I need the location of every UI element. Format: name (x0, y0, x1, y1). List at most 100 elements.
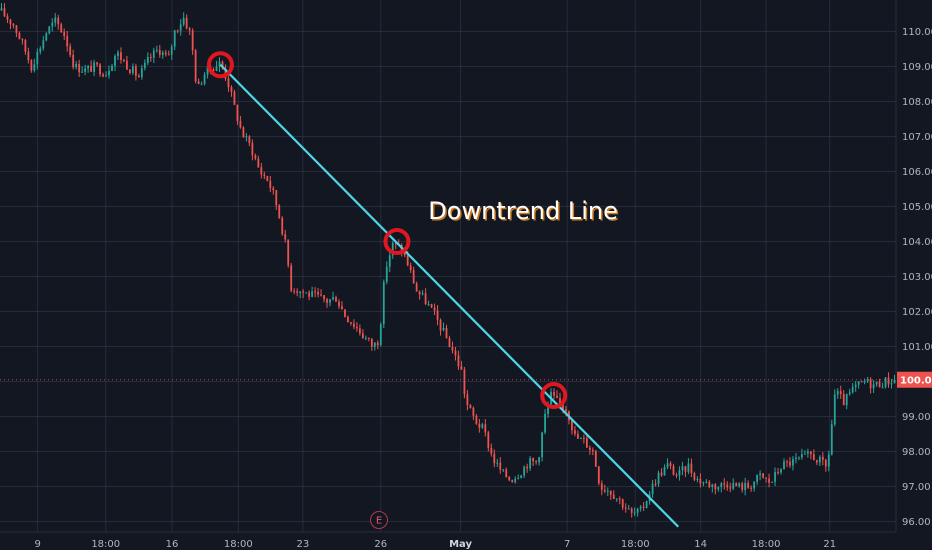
candle-body (367, 337, 370, 339)
candle-body (484, 424, 487, 433)
candle-body (708, 481, 711, 488)
candle-body (99, 64, 101, 75)
event-marker-icon[interactable] (370, 511, 389, 529)
candle-body (669, 463, 672, 467)
candle-body (547, 404, 549, 414)
candle-body (642, 506, 645, 508)
candle-body (84, 68, 87, 72)
candle-body (553, 392, 555, 396)
candle-body (580, 437, 582, 439)
candle-body (329, 299, 331, 303)
candle-body (421, 293, 424, 295)
y-tick-label: 103.00 (902, 272, 932, 283)
candle-body (236, 104, 239, 122)
candle-body (585, 438, 588, 448)
candle-body (624, 507, 627, 509)
candle-body (860, 381, 863, 383)
x-tick-label: 7 (564, 539, 570, 550)
x-tick-label: 9 (34, 539, 40, 550)
candle-body (33, 64, 36, 71)
y-tick-label: 96.00 (902, 517, 931, 528)
candle-body (302, 291, 305, 293)
candle-body (454, 350, 457, 356)
candle-body (538, 457, 540, 463)
candle-body (529, 458, 532, 469)
candle-body (272, 188, 275, 191)
candle-body (821, 456, 824, 460)
candle-body (588, 447, 591, 450)
event-marker-label: E (376, 516, 382, 527)
candle-body (839, 391, 842, 394)
candle-body (678, 470, 681, 476)
candle-body (774, 472, 776, 482)
candle-body (702, 482, 705, 484)
y-tick-label: 101.00 (902, 342, 932, 353)
last-price-label: 100.05 (900, 375, 932, 386)
candle-body (878, 381, 881, 388)
candle-body (257, 158, 260, 168)
candle-body (42, 40, 45, 49)
candle-body (594, 451, 597, 467)
candle-body (681, 466, 684, 471)
x-tick-label: 23 (296, 539, 309, 550)
candle-body (45, 33, 48, 41)
candle-body (338, 301, 340, 307)
candle-body (260, 167, 263, 175)
candle-body (123, 59, 125, 61)
candle-body (699, 478, 702, 484)
candle-body (627, 508, 630, 510)
candle-body (508, 477, 511, 481)
candle-body (687, 463, 690, 472)
candle-body (332, 297, 334, 300)
candle-body (833, 394, 836, 425)
candle-body (472, 407, 475, 416)
candle-body (140, 68, 143, 78)
candle-body (612, 494, 615, 499)
price-axis[interactable]: 96.00 97.00 98.00 99.00 101.00 102.00 103.00 10… (897, 27, 932, 528)
candle-body (765, 477, 767, 479)
candle-body (654, 483, 657, 485)
candle-body (487, 432, 490, 448)
candle-body (851, 386, 854, 393)
candle-body (663, 467, 666, 476)
candle-body (12, 24, 15, 26)
candle-body (693, 473, 696, 480)
candle-body (81, 71, 84, 73)
candle-body (881, 387, 884, 389)
candle-body (532, 458, 535, 462)
candle-body (893, 379, 896, 384)
candle-body (582, 437, 585, 439)
candle-body (711, 484, 714, 488)
candle-body (804, 453, 806, 455)
gridlines (0, 0, 896, 532)
candle-body (445, 327, 448, 339)
candle-body (146, 57, 149, 63)
candle-body (364, 337, 367, 339)
candle-body (651, 483, 654, 495)
candle-body (158, 50, 161, 55)
candle-body (768, 478, 770, 483)
candle-body (373, 342, 376, 347)
annotation-label: Downtrend Line (428, 197, 618, 225)
candle-body (460, 366, 463, 370)
candle-body (466, 394, 469, 406)
time-axis[interactable]: 9 18:00 16 18:00 23 26 May 7 18:00 14 18:00 21 (34, 539, 836, 550)
candle-body (358, 328, 361, 334)
candle-body (517, 478, 520, 480)
candle-body (15, 25, 18, 34)
candle-body (600, 483, 603, 490)
y-tick-label: 97.00 (902, 482, 931, 493)
candle-body (505, 469, 508, 478)
candle-body (376, 342, 379, 346)
candle-body (792, 459, 794, 466)
candle-body (732, 483, 735, 489)
trendline[interactable] (219, 63, 680, 528)
candle-body (875, 381, 878, 385)
candle-body (854, 384, 857, 387)
y-tick-label: 110.00 (902, 27, 932, 38)
last-price-tag (897, 371, 932, 388)
candle-body (499, 462, 502, 470)
candle-body (890, 383, 893, 385)
y-tick-label: 99.00 (902, 412, 931, 423)
candle-body (696, 478, 699, 480)
